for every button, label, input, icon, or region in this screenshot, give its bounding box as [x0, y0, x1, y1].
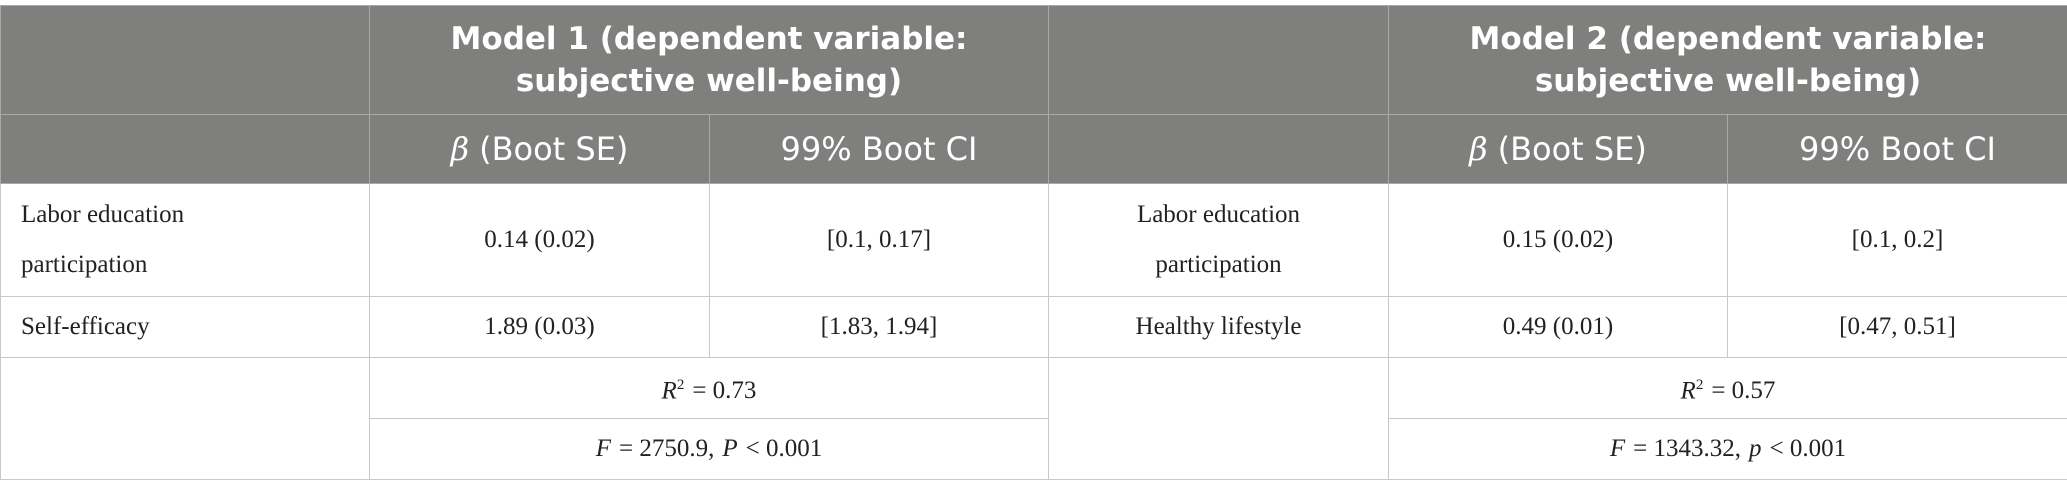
- p-value: < 0.001: [745, 435, 823, 462]
- predictor: Labor education participation: [1048, 183, 1389, 297]
- header-row: Model 1 (dependent variable: subjective …: [0, 5, 2067, 115]
- p-value: < 0.001: [1769, 435, 1847, 462]
- subheader-text: (Boot SE): [1497, 130, 1647, 168]
- model-title-text: Model 1 (dependent variable: subjective …: [450, 21, 968, 99]
- cell: 1.89 (0.03): [369, 296, 710, 358]
- cell: 0.15 (0.02): [1388, 183, 1728, 297]
- p-symbol: p: [1749, 435, 1762, 462]
- predictor-text: Labor education participation: [1136, 201, 1301, 278]
- model-title-text: Model 2 (dependent variable: subjective …: [1469, 21, 1987, 99]
- empty-cell: [1048, 357, 1389, 480]
- predictor: Healthy lifestyle: [1048, 296, 1389, 358]
- subheader-text: (Boot SE): [479, 130, 629, 168]
- subheader: β (Boot SE): [369, 114, 710, 184]
- beta-symbol: β: [450, 130, 470, 168]
- cell: [1.83, 1.94]: [709, 296, 1049, 358]
- fit-row: F = 2750.9, P < 0.001 F = 1343.32, p < 0.001: [1, 418, 2067, 480]
- empty-cell: [1048, 5, 1389, 115]
- superscript: 2: [676, 376, 685, 393]
- fit-row: R2 = 0.73 R2 = 0.57: [0, 357, 2067, 480]
- f-symbol: F: [595, 435, 612, 462]
- f-cell: F = 2750.9, P < 0.001: [369, 418, 1049, 480]
- predictor: Labor education participation: [0, 183, 370, 297]
- r-symbol: R: [661, 377, 677, 405]
- f-value: = 1343.32,: [1633, 435, 1742, 462]
- predictor-text: Labor education participation: [21, 201, 185, 278]
- empty-cell: [0, 5, 370, 115]
- empty-cell: [0, 114, 370, 184]
- r-symbol: R: [1680, 377, 1696, 405]
- r2-cell: R2 = 0.57: [1388, 357, 2067, 419]
- subheader: 99% Boot CI: [1727, 114, 2067, 184]
- r2-value: = 0.73: [692, 377, 757, 405]
- cell: 0.14 (0.02): [369, 183, 710, 297]
- cell: 0.49 (0.01): [1388, 296, 1728, 358]
- body-row: Labor education participation 0.14 (0.02…: [0, 183, 2067, 297]
- subheader-row: β (Boot SE) 99% Boot CI β (Boot SE) 99% Bo…: [0, 114, 2067, 184]
- cell: [0.47, 0.51]: [1727, 296, 2067, 358]
- r2-cell: R2 = 0.73: [369, 357, 1049, 419]
- results-table: Model 1 (dependent variable: subjective …: [0, 5, 2067, 480]
- superscript: 2: [1695, 376, 1704, 393]
- cell: [0.1, 0.2]: [1727, 183, 2067, 297]
- beta-symbol: β: [1469, 130, 1488, 168]
- predictor: Self-efficacy: [0, 296, 370, 358]
- empty-cell: [0, 357, 370, 480]
- subheader: β (Boot SE): [1388, 114, 1728, 184]
- empty-cell: [1048, 114, 1389, 184]
- subheader: 99% Boot CI: [709, 114, 1049, 184]
- f-value: = 2750.9,: [619, 435, 715, 462]
- r2-value: = 0.57: [1711, 377, 1776, 405]
- model-title: Model 1 (dependent variable: subjective …: [369, 5, 1049, 115]
- body-row: Self-efficacy 1.89 (0.03) [1.83, 1.94] H…: [0, 296, 2067, 358]
- cell: [0.1, 0.17]: [709, 183, 1049, 297]
- model-title: Model 2 (dependent variable: subjective …: [1388, 5, 2067, 115]
- f-symbol: F: [1609, 435, 1626, 462]
- p-symbol: P: [722, 435, 738, 462]
- f-cell: F = 1343.32, p < 0.001: [1388, 418, 2067, 480]
